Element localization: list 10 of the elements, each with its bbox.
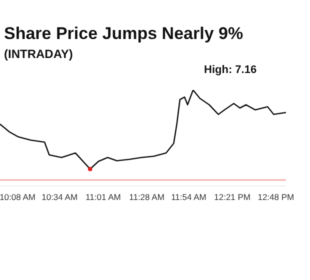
text: High: 7.16	[204, 64, 257, 76]
x-tick-label: 10:34 AM	[42, 192, 78, 202]
chart-title: Share Price Jumps Nearly 9%	[4, 24, 244, 44]
x-tick-label: 11:54 AM	[171, 192, 206, 202]
x-tick-label: 10:08 AM	[0, 192, 36, 202]
chart-subtitle: (INTRADAY)	[4, 47, 73, 61]
x-tick-label: 11:01 AM	[86, 192, 121, 202]
x-tick-label: 12:21 PM	[214, 192, 251, 202]
x-tick-label: 12:48 PM	[258, 192, 294, 202]
x-tick-label: 11:28 AM	[129, 192, 164, 202]
